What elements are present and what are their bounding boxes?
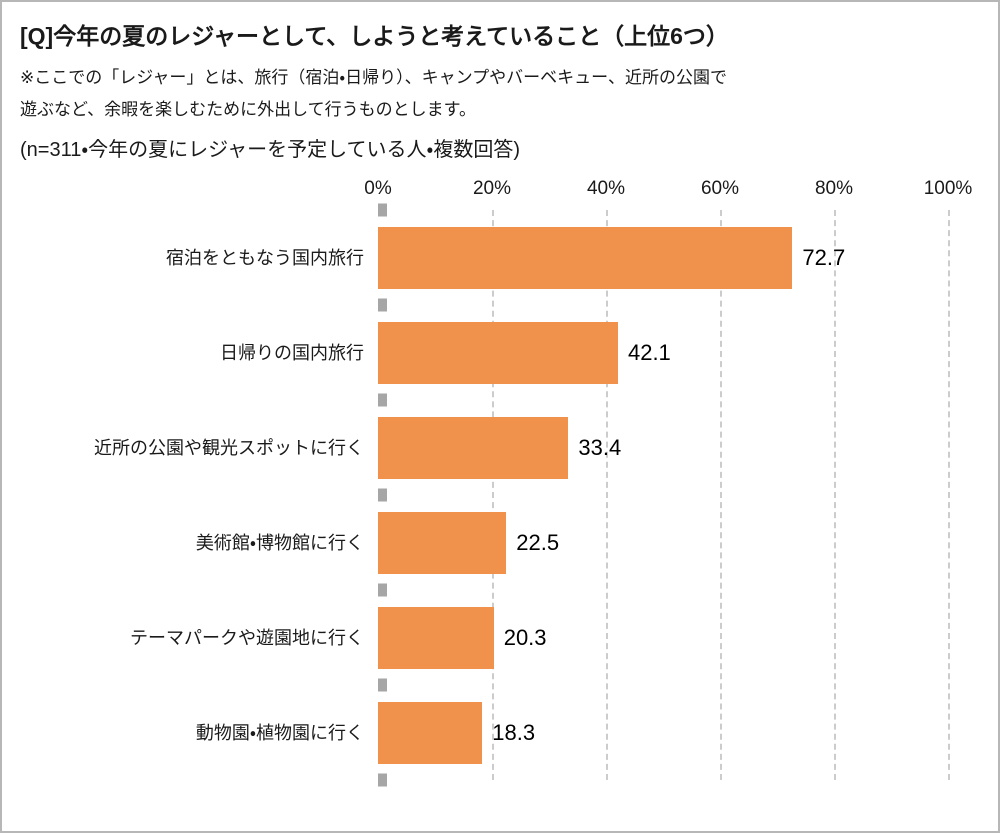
x-axis-tick-label: 40%: [586, 178, 626, 200]
plot-area: 宿泊をともなう国内旅行 72.7 日帰りの国内旅行 42.1 近所の公園や観光ス…: [2, 203, 998, 787]
x-axis: 0% 20% 40% 60% 80% 100%: [364, 176, 972, 210]
bar-row: 動物園・植物園に行く 18.3: [2, 685, 998, 780]
bar-row: 近所の公園や観光スポットに行く 33.4: [2, 400, 998, 495]
bar-track: 33.4: [378, 416, 948, 479]
category-label: テーマパークや遊園地に行く: [130, 627, 364, 648]
chart-note: ※ここでの「レジャー」とは、旅行（宿泊・日帰り）、キャンプやバーベキュー、近所の…: [20, 62, 978, 127]
category-label: 美術館・博物館に行く: [195, 532, 364, 553]
bar-row: 美術館・博物館に行く 22.5: [2, 495, 998, 590]
bar: [378, 321, 618, 384]
x-axis-tick-label: 0%: [364, 178, 392, 200]
bar-row: 宿泊をともなう国内旅行 72.7: [2, 210, 998, 305]
chart-note-line2: 遊ぶなど、余暇を楽しむために外出して行うものとします。: [20, 100, 476, 120]
y-axis-tick: [378, 298, 387, 312]
y-axis-tick: [378, 203, 387, 217]
bar: [378, 416, 569, 479]
x-axis-tick-label: 80%: [814, 178, 854, 200]
value-label: 18.3: [492, 719, 536, 745]
bar: [378, 701, 483, 764]
bar-chart: 0% 20% 40% 60% 80% 100%: [2, 176, 998, 787]
y-axis-tick: [378, 488, 387, 502]
x-axis-tick-label: 100%: [923, 178, 973, 200]
chart-note-line1: ※ここでの「レジャー」とは、旅行（宿泊・日帰り）、キャンプやバーベキュー、近所の…: [20, 67, 727, 87]
x-axis-tick-label: 60%: [700, 178, 740, 200]
value-label: 33.4: [578, 434, 622, 460]
gridline: [492, 210, 494, 781]
y-axis-tick: [378, 393, 387, 407]
gridline: [720, 210, 722, 781]
x-axis-tick-label: 20%: [472, 178, 512, 200]
sample-size-line: (n=311・今年の夏にレジャーを予定している人・複数回答): [20, 139, 521, 162]
bar: [378, 606, 494, 669]
bar-track: 18.3: [378, 701, 948, 764]
category-label: 日帰りの国内旅行: [220, 342, 364, 363]
grid-overlay: [378, 203, 950, 787]
gridline: [834, 210, 836, 781]
bar-row: テーマパークや遊園地に行く 20.3: [2, 590, 998, 685]
bar-track: 20.3: [378, 606, 948, 669]
bar-row: 日帰りの国内旅行 42.1: [2, 305, 998, 400]
chart-title: [Q]今年の夏のレジャーとして、しようと考えていること（上位6つ）: [20, 23, 729, 49]
bar-track: 42.1: [378, 321, 948, 384]
chart-header: [Q]今年の夏のレジャーとして、しようと考えていること（上位6つ） ※ここでの「…: [2, 2, 998, 164]
y-axis-tick: [378, 583, 387, 597]
bar-track: 72.7: [378, 226, 948, 289]
bar: [378, 511, 507, 574]
category-label: 近所の公園や観光スポットに行く: [94, 437, 364, 458]
gridline: [606, 210, 608, 781]
y-axis-tick: [378, 773, 387, 787]
bar-track: 22.5: [378, 511, 948, 574]
value-label: 42.1: [627, 339, 671, 365]
value-label: 72.7: [802, 244, 846, 270]
bar: [378, 226, 793, 289]
category-label: 宿泊をともなう国内旅行: [166, 247, 364, 268]
category-label: 動物園・植物園に行く: [195, 722, 364, 743]
gridline: [948, 210, 950, 781]
value-label: 20.3: [503, 624, 547, 650]
y-axis-tick: [378, 678, 387, 692]
value-label: 22.5: [516, 529, 560, 555]
